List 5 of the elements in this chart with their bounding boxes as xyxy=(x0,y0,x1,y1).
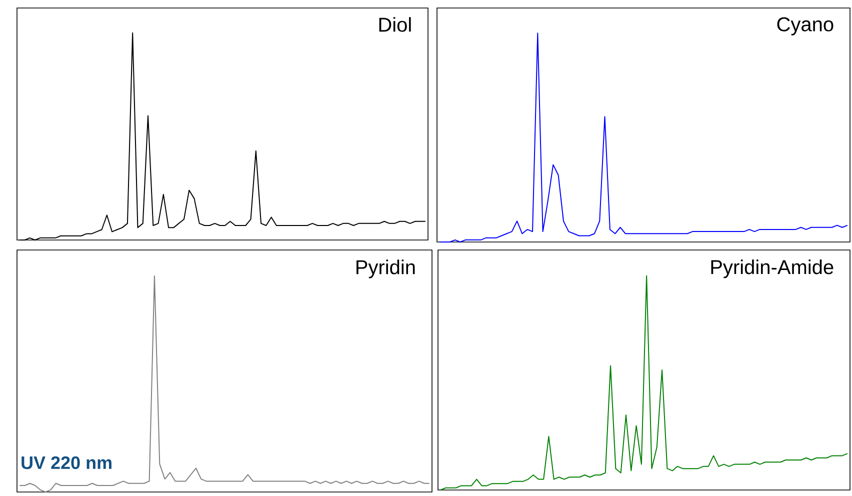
chart-title: Pyridin xyxy=(356,260,415,278)
chart-title: Pyridin-Amide xyxy=(711,260,834,278)
chart-title: Diol xyxy=(379,17,411,32)
chart-title: Cyano xyxy=(777,17,834,36)
annotation: UV 220 nm xyxy=(22,456,112,470)
